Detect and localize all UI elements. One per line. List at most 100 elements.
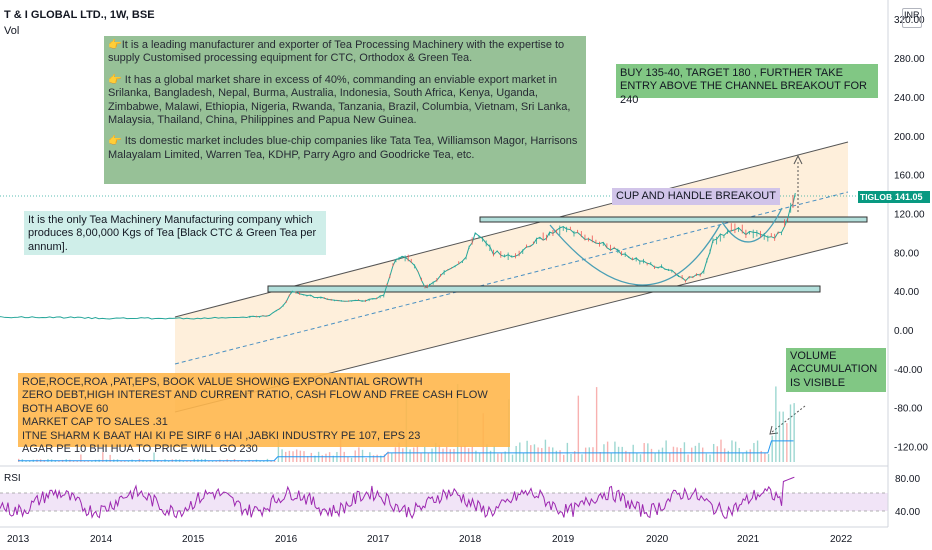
volume-bar <box>555 450 558 462</box>
volume-bar <box>563 454 565 462</box>
volume-bar <box>391 453 393 462</box>
volume-bar <box>215 460 217 462</box>
volume-bar <box>478 453 481 462</box>
volume-bar <box>628 452 631 462</box>
volume-bar <box>252 460 254 462</box>
company-info-para-2: 👉 It has a global market share in excess… <box>108 73 571 127</box>
volume-bar <box>383 454 386 462</box>
y-tick-label: 240.00 <box>894 93 925 104</box>
volume-bar <box>541 448 543 462</box>
volume-bar <box>431 448 433 462</box>
price-series-line <box>0 192 796 320</box>
volume-bar <box>127 460 130 462</box>
y-tick-label: 120.00 <box>894 209 925 220</box>
volume-bar <box>277 439 280 462</box>
volume-indicator-label: Vol <box>4 25 20 37</box>
volume-bar <box>135 460 137 462</box>
volume-bar <box>522 453 525 462</box>
volume-bar <box>124 460 126 462</box>
volume-bar <box>402 448 404 462</box>
volume-bar <box>438 445 441 462</box>
x-tick-label: 2016 <box>275 534 298 545</box>
volume-bar <box>211 460 214 462</box>
volume-bar <box>230 460 232 462</box>
volume-bar <box>530 445 532 462</box>
volume-bar <box>497 453 499 462</box>
volume-bar <box>526 440 528 462</box>
x-tick-label: 2018 <box>459 534 482 545</box>
volume-bar <box>658 449 660 462</box>
volume-bar <box>25 460 27 462</box>
volume-bar <box>167 460 170 462</box>
volume-bar <box>676 447 678 462</box>
volume-bar <box>745 450 748 462</box>
volume-bar <box>398 442 400 462</box>
volume-bar <box>28 460 31 462</box>
volume-bar <box>109 454 111 462</box>
volume-bar <box>680 447 682 462</box>
fundamentals-note: ROE,ROCE,ROA ,PAT,EPS, BOOK VALUE SHOWIN… <box>18 373 510 455</box>
volume-bar <box>372 455 375 462</box>
volume-bar <box>617 446 620 462</box>
volume-bar <box>504 451 506 462</box>
volume-bar <box>449 449 452 462</box>
volume-bar <box>424 446 426 462</box>
volume-bar <box>347 456 349 462</box>
volume-bar <box>731 440 733 462</box>
y-tick-label: -40.00 <box>894 365 923 376</box>
volume-bar <box>325 453 327 462</box>
volume-bar <box>263 460 265 462</box>
volume-bar <box>339 436 342 462</box>
volume-ma-line <box>18 440 794 462</box>
rsi-band <box>0 493 888 511</box>
volume-bar <box>621 446 623 462</box>
x-tick-label: 2020 <box>646 534 669 545</box>
volume-bar <box>244 460 247 462</box>
volume-bar <box>120 460 122 462</box>
volume-bar <box>80 454 82 462</box>
volume-bar <box>153 452 155 462</box>
volume-bar <box>573 451 576 462</box>
volume-bar <box>760 450 762 462</box>
pointing-hand-icon: 👉 <box>108 135 122 148</box>
y-tick-label: -120.00 <box>894 443 928 454</box>
volume-bar <box>160 460 163 462</box>
rsi-label: RSI <box>4 473 21 484</box>
volume-bar <box>716 446 719 462</box>
x-axis-ticks: 2013 2014 2015 2016 2017 2018 2019 2020 2021 2022 <box>7 534 853 545</box>
y-tick-label: 0.00 <box>894 326 914 337</box>
volume-bar <box>782 411 784 462</box>
x-tick-label: 2015 <box>182 534 205 545</box>
volume-bar <box>189 460 192 462</box>
volume-bar <box>705 453 708 462</box>
volume-bar <box>464 445 466 462</box>
volume-bar <box>793 403 795 462</box>
y-tick-label: 320.00 <box>894 15 925 26</box>
volume-bar <box>500 452 503 462</box>
volume-bar <box>738 447 740 462</box>
chart-title: T & I GLOBAL LTD., 1W, BSE <box>4 9 155 21</box>
volume-bar <box>552 447 554 462</box>
x-tick-label: 2014 <box>90 534 113 545</box>
chart-settings-button[interactable] <box>902 8 922 28</box>
volume-bar <box>467 448 470 462</box>
volume-bar <box>687 454 689 462</box>
volume-bar <box>669 452 671 462</box>
x-tick-label: 2022 <box>830 534 853 545</box>
volume-bar <box>702 447 704 462</box>
target-arrow-head <box>793 154 803 165</box>
volume-bar <box>409 449 411 462</box>
volume-bar <box>453 448 455 462</box>
last-price-label: 141.05 <box>895 192 923 202</box>
volume-bar <box>365 457 367 462</box>
x-tick-label: 2017 <box>367 534 390 545</box>
symbol-badge-bg <box>858 191 892 203</box>
volume-bar <box>515 445 517 462</box>
volume-bar <box>537 447 539 462</box>
volume-bar <box>625 450 627 462</box>
volume-bar <box>650 448 653 462</box>
fundamentals-line-2: ZERO DEBT,HIGH INTEREST AND CURRENT RATI… <box>22 389 488 415</box>
volume-bar <box>475 450 477 462</box>
pointing-hand-icon: 👉 <box>108 39 122 51</box>
volume-bar <box>771 435 773 462</box>
